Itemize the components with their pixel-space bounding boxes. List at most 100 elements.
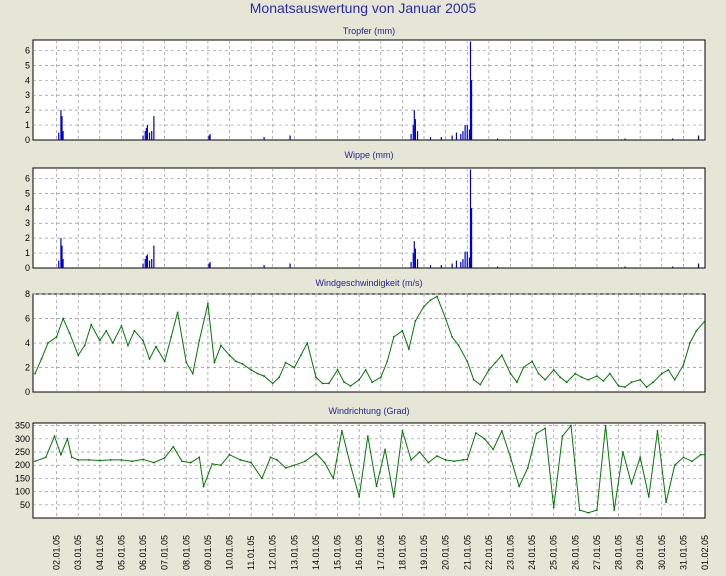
x-tick-label: 07.01.05 xyxy=(160,535,170,570)
data-point xyxy=(315,452,317,455)
data-point xyxy=(682,364,685,366)
data-point xyxy=(596,375,598,377)
data-point xyxy=(483,437,486,440)
data-point xyxy=(492,448,495,451)
data-point xyxy=(284,361,287,364)
data-point xyxy=(109,459,112,461)
y-tick-label: 0 xyxy=(25,387,30,397)
data-point xyxy=(371,381,374,384)
data-point xyxy=(213,361,216,364)
data-point xyxy=(570,424,572,427)
data-point xyxy=(172,445,175,448)
y-tick-label: 3 xyxy=(25,218,30,228)
data-point xyxy=(429,299,432,302)
data-point xyxy=(148,358,151,360)
data-point xyxy=(645,386,648,388)
data-point xyxy=(349,464,352,467)
data-point xyxy=(47,342,49,344)
data-point xyxy=(552,506,555,509)
data-point xyxy=(299,354,302,357)
data-point xyxy=(332,477,335,480)
data-point xyxy=(191,372,194,375)
data-point xyxy=(315,376,317,379)
data-point xyxy=(120,459,123,461)
x-tick-label: 15.01.05 xyxy=(333,535,343,570)
data-point xyxy=(202,485,205,488)
data-point xyxy=(181,460,183,463)
panel-title: Tropfer (mm) xyxy=(343,26,395,36)
data-point xyxy=(131,460,134,463)
data-point xyxy=(207,302,209,305)
y-tick-label: 2 xyxy=(25,105,30,115)
y-tick-label: 5 xyxy=(25,60,30,70)
data-point xyxy=(70,456,73,459)
data-point xyxy=(60,453,62,456)
y-tick-label: 1 xyxy=(25,248,30,258)
data-point xyxy=(699,453,702,456)
data-point xyxy=(250,461,253,464)
x-tick-label: 09.01.05 xyxy=(203,535,213,570)
x-tick-label: 28.01.05 xyxy=(614,535,624,570)
data-point xyxy=(278,376,281,379)
data-point xyxy=(544,427,546,430)
data-point xyxy=(436,455,438,457)
data-point xyxy=(284,466,287,469)
x-tick-label: 03.01.05 xyxy=(73,535,83,570)
data-point xyxy=(466,360,469,363)
data-point xyxy=(66,437,69,440)
data-point xyxy=(522,366,525,369)
x-tick-label: 22.01.05 xyxy=(484,535,494,570)
data-point xyxy=(379,376,382,379)
data-point xyxy=(219,464,222,467)
x-tick-label: 13.01.05 xyxy=(289,535,299,570)
data-point xyxy=(647,495,650,498)
data-point xyxy=(77,459,80,461)
x-tick-label: 05.01.05 xyxy=(116,535,126,570)
data-point xyxy=(630,482,633,485)
data-point xyxy=(256,372,259,375)
data-point xyxy=(349,384,352,387)
data-point xyxy=(263,375,265,377)
plot-area xyxy=(32,167,706,269)
data-point xyxy=(624,386,626,388)
data-point xyxy=(518,485,521,488)
data-point xyxy=(88,459,90,461)
data-point xyxy=(621,451,624,453)
data-point xyxy=(228,453,231,456)
data-point xyxy=(384,448,387,451)
data-point xyxy=(375,485,378,488)
y-tick-label: 0 xyxy=(25,263,30,273)
x-tick-label: 01.02.05 xyxy=(700,535,710,570)
data-point xyxy=(604,424,607,427)
data-point xyxy=(617,384,620,387)
data-point xyxy=(401,329,404,332)
data-point xyxy=(509,456,512,459)
data-point xyxy=(358,495,361,498)
data-point xyxy=(552,369,555,371)
data-point xyxy=(472,378,475,381)
data-point xyxy=(211,463,214,465)
data-point xyxy=(587,511,590,514)
x-tick-label: 24.01.05 xyxy=(527,535,537,570)
data-point xyxy=(408,348,410,351)
data-point xyxy=(427,461,430,464)
data-point xyxy=(475,432,477,434)
data-point xyxy=(198,456,201,459)
data-point xyxy=(219,344,222,347)
x-tick-label: 29.01.05 xyxy=(635,535,645,570)
data-point xyxy=(271,382,274,385)
data-point xyxy=(451,335,454,338)
y-tick-label: 6 xyxy=(25,314,30,324)
data-point xyxy=(176,311,179,314)
series-line xyxy=(34,295,706,388)
data-point xyxy=(613,509,616,511)
data-point xyxy=(163,360,166,363)
data-point xyxy=(596,509,598,511)
data-point xyxy=(111,342,114,344)
x-tick-label: 21.01.05 xyxy=(462,535,472,570)
x-tick-label: 20.01.05 xyxy=(441,535,451,570)
x-tick-label: 25.01.05 xyxy=(549,535,559,570)
data-point xyxy=(53,435,56,438)
data-point xyxy=(587,378,590,381)
data-point xyxy=(328,382,330,385)
